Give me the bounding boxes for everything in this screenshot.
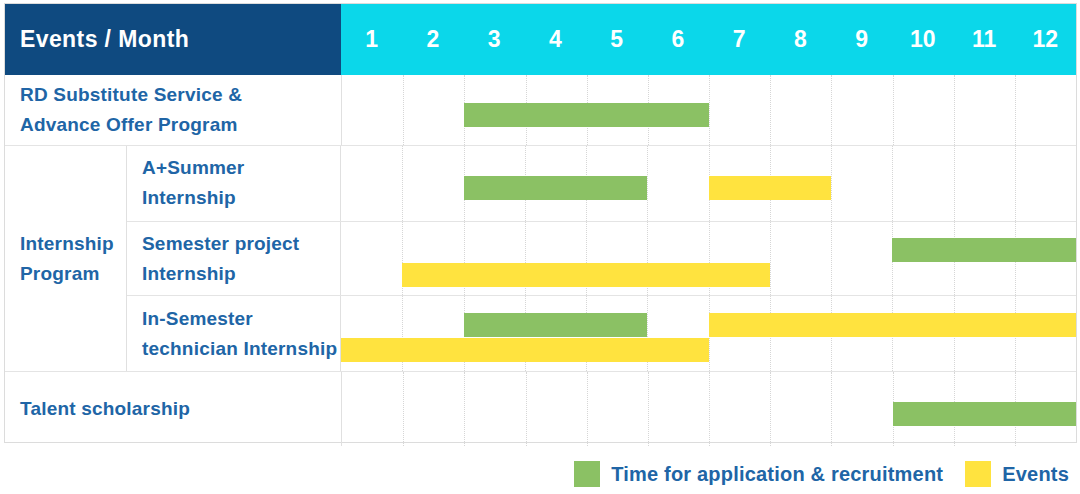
month-header-3: 3 bbox=[464, 4, 525, 75]
month-header-11: 11 bbox=[954, 4, 1015, 75]
events-color-swatch bbox=[965, 461, 991, 487]
gantt-track bbox=[341, 75, 1076, 145]
table-header-row: Events / Month 1 2 3 4 5 6 7 8 9 10 11 1… bbox=[5, 4, 1076, 75]
group-label-internship-program: Internship Program bbox=[5, 146, 127, 371]
internship-program-group: Internship Program A+Summer Internship S… bbox=[5, 146, 1076, 372]
group-label-line: Program bbox=[20, 259, 126, 289]
legend-label: Events bbox=[1002, 463, 1069, 486]
row-label-line: Internship bbox=[142, 183, 340, 213]
gantt-bar-events bbox=[709, 313, 1077, 337]
schedule-table: Events / Month 1 2 3 4 5 6 7 8 9 10 11 1… bbox=[4, 3, 1077, 443]
month-header-12: 12 bbox=[1015, 4, 1076, 75]
row-label-in-semester-technician-internship: In-Semester technician Internship bbox=[127, 296, 340, 371]
legend: Time for application & recruitment Event… bbox=[574, 461, 1069, 487]
month-gridline bbox=[954, 75, 955, 145]
gantt-bar-application bbox=[464, 176, 648, 200]
month-gridline bbox=[464, 372, 465, 446]
gantt-track bbox=[340, 146, 1076, 221]
gantt-bar-application bbox=[892, 238, 1076, 262]
table-row: RD Substitute Service & Advance Offer Pr… bbox=[5, 75, 1076, 146]
month-gridline bbox=[587, 372, 588, 446]
month-gridline bbox=[1015, 146, 1016, 221]
row-label-talent-scholarship: Talent scholarship bbox=[5, 372, 341, 446]
month-gridline bbox=[526, 372, 527, 446]
month-header-1: 1 bbox=[341, 4, 402, 75]
month-header-7: 7 bbox=[709, 4, 770, 75]
gantt-track bbox=[340, 222, 1076, 296]
group-label-line: Internship bbox=[20, 229, 126, 259]
legend-label: Time for application & recruitment bbox=[611, 463, 943, 486]
month-gridline bbox=[402, 146, 403, 221]
gantt-bar-application bbox=[893, 402, 1077, 426]
month-gridline bbox=[770, 222, 771, 296]
gantt-bar-events bbox=[709, 176, 832, 200]
row-label-line: Advance Offer Program bbox=[20, 110, 341, 140]
month-header-10: 10 bbox=[892, 4, 953, 75]
month-header-5: 5 bbox=[586, 4, 647, 75]
month-gridline bbox=[403, 75, 404, 145]
gantt-track bbox=[340, 296, 1076, 371]
month-header-strip: 1 2 3 4 5 6 7 8 9 10 11 12 bbox=[341, 4, 1076, 75]
gantt-bar-application bbox=[464, 313, 648, 337]
row-label-rd-substitute: RD Substitute Service & Advance Offer Pr… bbox=[5, 75, 341, 145]
events-month-header: Events / Month bbox=[5, 4, 341, 75]
month-gridline bbox=[831, 372, 832, 446]
row-label-line: Semester project bbox=[142, 229, 340, 259]
application-color-swatch bbox=[574, 461, 600, 487]
month-gridline bbox=[892, 146, 893, 221]
gantt-bar-application bbox=[464, 103, 709, 127]
month-gridline bbox=[770, 75, 771, 145]
month-gridline bbox=[893, 75, 894, 145]
month-header-4: 4 bbox=[525, 4, 586, 75]
row-label-line: A+Summer bbox=[142, 153, 340, 183]
gantt-bar-events bbox=[402, 263, 770, 287]
row-label-line: Internship bbox=[142, 259, 340, 289]
month-gridline bbox=[1015, 75, 1016, 145]
gantt-track bbox=[341, 372, 1076, 446]
month-header-8: 8 bbox=[770, 4, 831, 75]
row-label-line: In-Semester bbox=[142, 304, 340, 334]
month-gridline bbox=[709, 75, 710, 145]
month-gridline bbox=[770, 372, 771, 446]
table-row: Talent scholarship bbox=[5, 372, 1076, 446]
month-header-6: 6 bbox=[647, 4, 708, 75]
table-row: Semester project Internship bbox=[127, 222, 1076, 297]
month-gridline bbox=[831, 146, 832, 221]
table-row: In-Semester technician Internship bbox=[127, 296, 1076, 371]
legend-item-application: Time for application & recruitment bbox=[574, 461, 943, 487]
row-label-line: Talent scholarship bbox=[20, 394, 341, 424]
legend-item-events: Events bbox=[965, 461, 1069, 487]
month-header-2: 2 bbox=[402, 4, 463, 75]
month-gridline bbox=[954, 146, 955, 221]
month-header-9: 9 bbox=[831, 4, 892, 75]
row-label-line: technician Internship bbox=[142, 334, 340, 364]
row-label-line: RD Substitute Service & bbox=[20, 80, 341, 110]
row-label-semester-project-internship: Semester project Internship bbox=[127, 222, 340, 296]
month-gridline bbox=[403, 372, 404, 446]
month-gridline bbox=[831, 75, 832, 145]
table-row: A+Summer Internship bbox=[127, 146, 1076, 222]
month-gridline bbox=[647, 146, 648, 221]
row-label-a-summer-internship: A+Summer Internship bbox=[127, 146, 340, 221]
month-gridline bbox=[709, 372, 710, 446]
month-gridline bbox=[648, 372, 649, 446]
gantt-bar-events bbox=[341, 338, 709, 362]
month-gridline bbox=[831, 222, 832, 296]
